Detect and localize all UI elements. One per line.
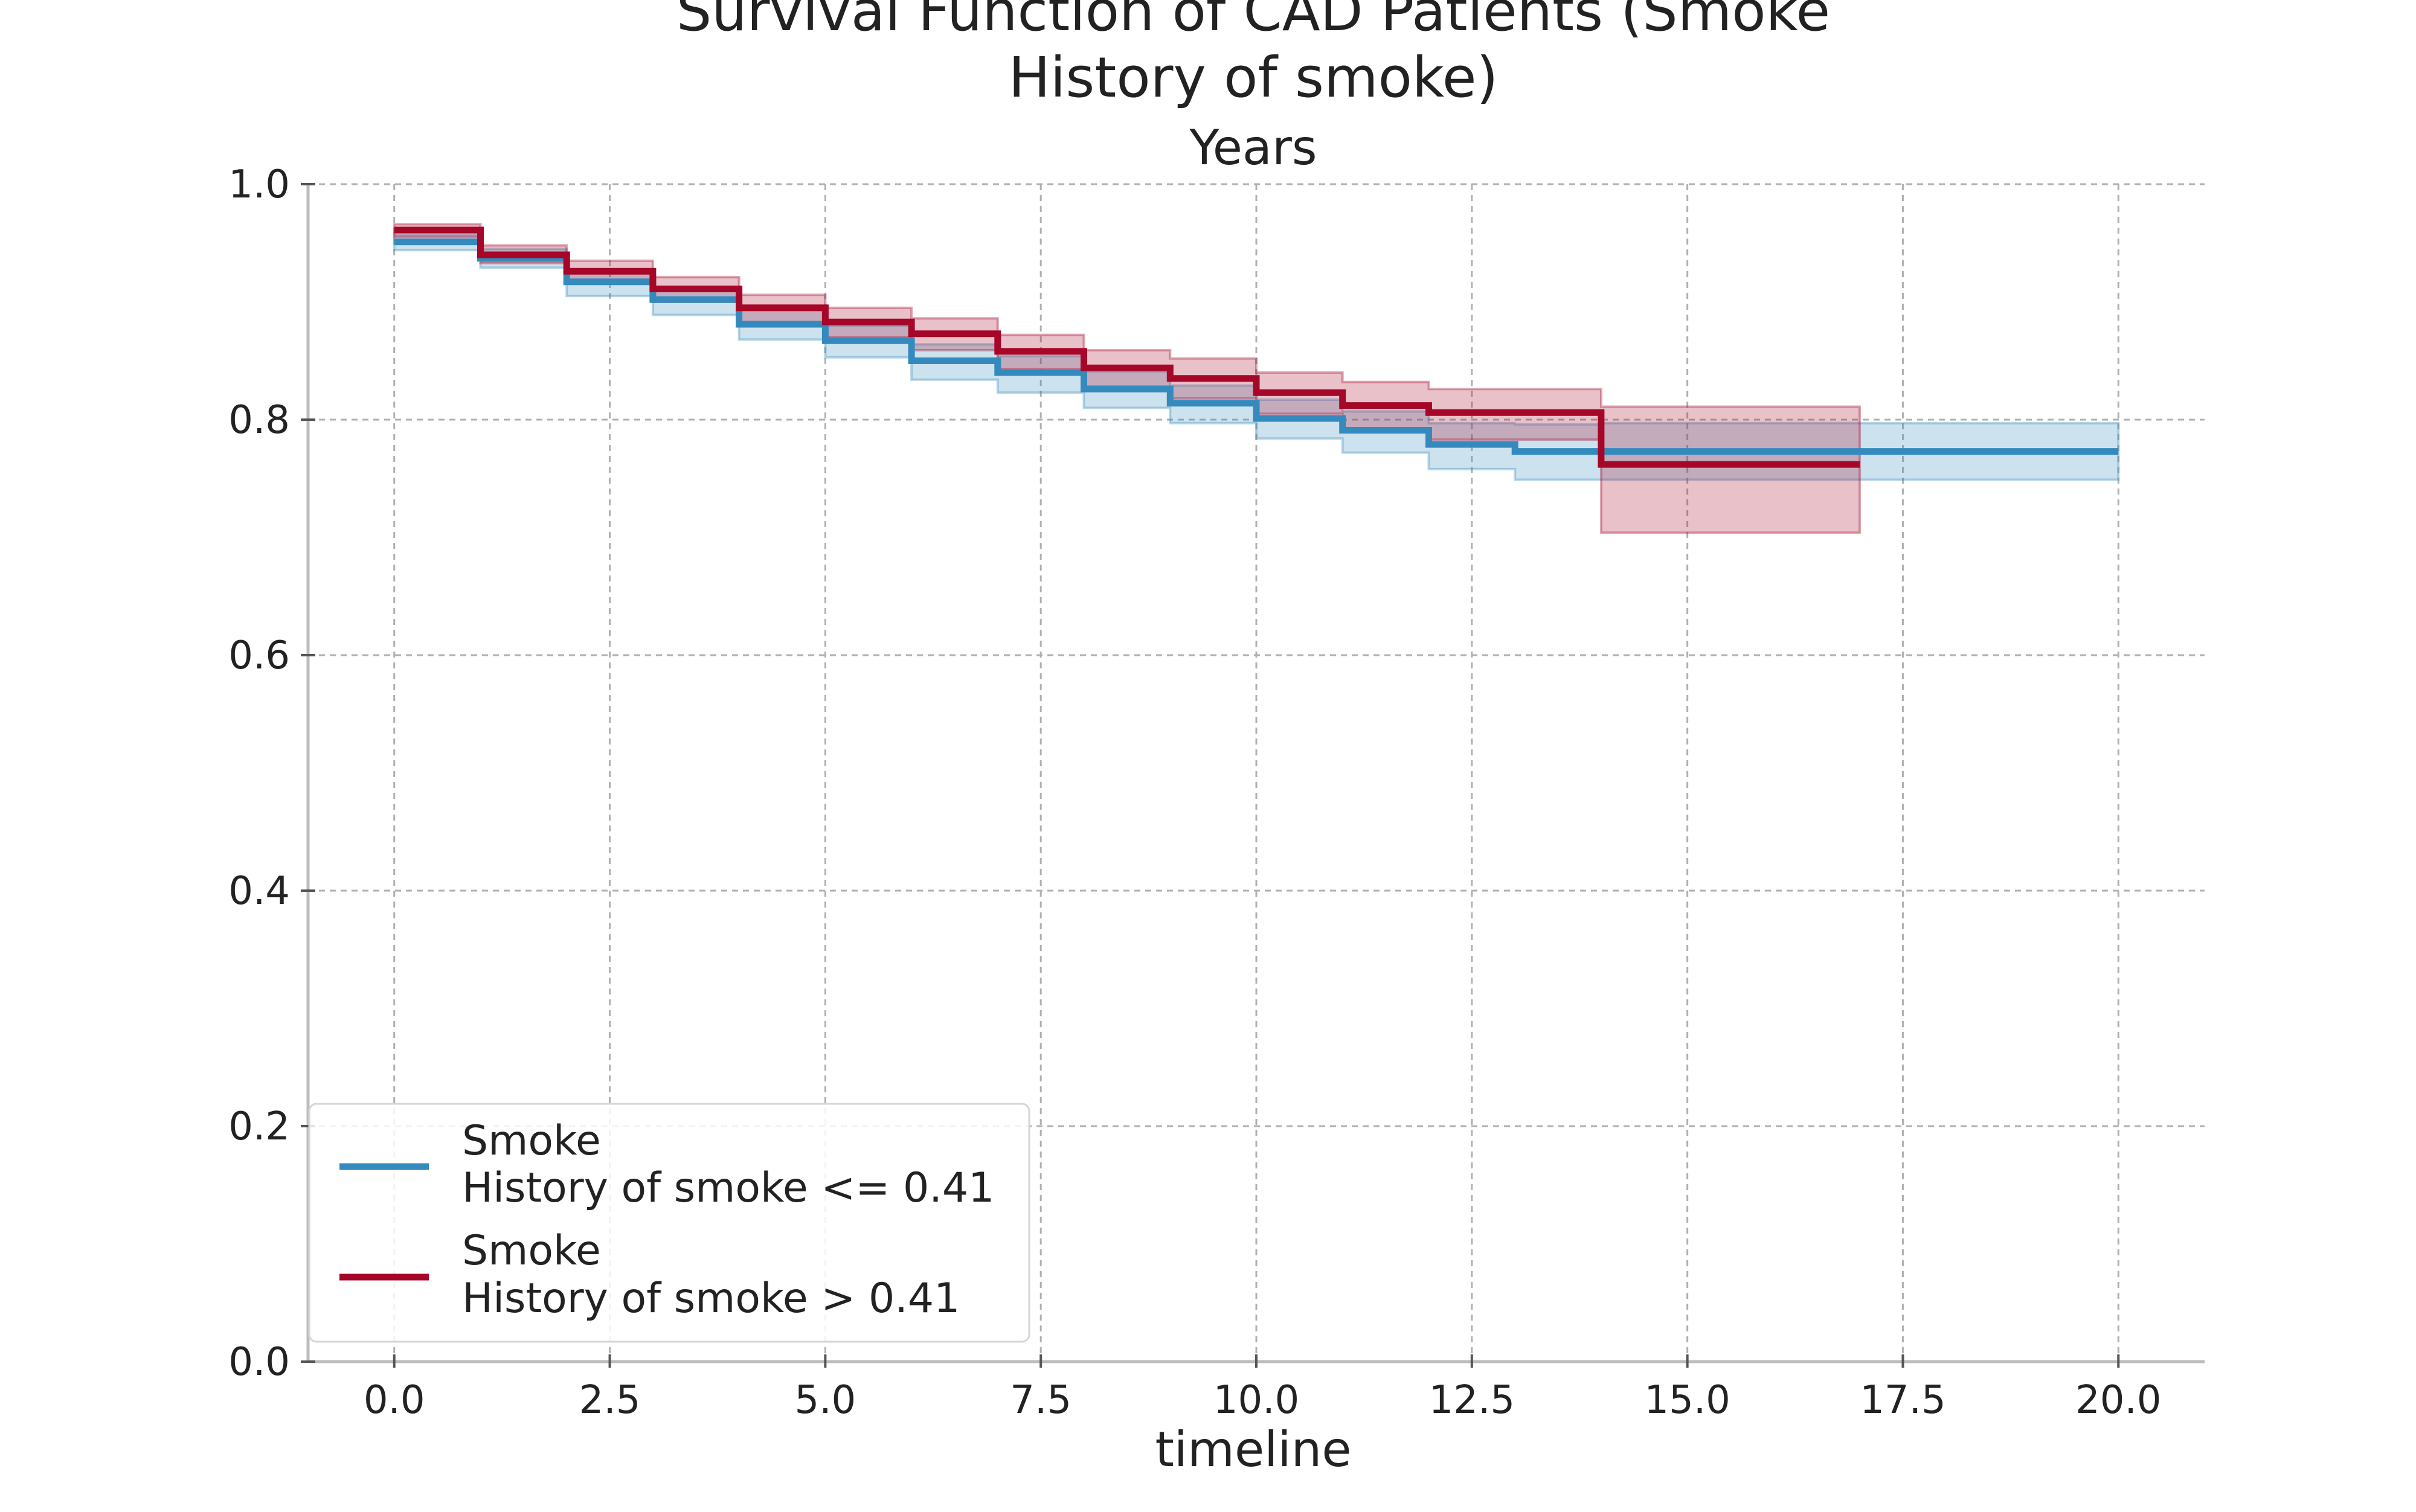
chart-title-line-2: History of smoke)	[1009, 45, 1499, 110]
chart-title-line-1: Survival Function of CAD Patients (Smoke	[676, 0, 1830, 43]
y-tick-label-0: 0.0	[228, 1340, 290, 1385]
survival-line-series-1	[394, 239, 2119, 455]
x-tick-label-7: 17.5	[1860, 1378, 1946, 1423]
y-tick-label-1: 0.2	[228, 1104, 290, 1149]
x-tick-label-0: 0.0	[364, 1378, 425, 1423]
legend-frame	[308, 1103, 1030, 1343]
legend: Smoke History of smoke <= 0.41 Smoke His…	[308, 1103, 1030, 1343]
y-tick-label-2: 0.4	[228, 869, 290, 914]
legend-label-series-1-line-2: History of smoke <= 0.41	[462, 1164, 994, 1212]
x-axis-label: timeline	[1155, 1421, 1351, 1478]
legend-label-series-1-line-1: Smoke	[462, 1117, 601, 1165]
x-tick-label-8: 20.0	[2075, 1378, 2162, 1423]
x-ticks: 0.0 2.5 5.0 7.5 10.0 12.5 15.0 17.5 20.0	[364, 1354, 2162, 1423]
chart-subtitle: Years	[1189, 120, 1317, 176]
x-tick-label-2: 5.0	[794, 1378, 856, 1423]
x-tick-label-3: 7.5	[1010, 1378, 1071, 1423]
legend-label-series-2-line-2: History of smoke > 0.41	[462, 1275, 960, 1322]
survival-line-series-2	[394, 226, 1860, 468]
y-tick-label-4: 0.8	[228, 398, 290, 443]
x-tick-label-6: 15.0	[1644, 1378, 1730, 1423]
x-tick-label-4: 10.0	[1213, 1378, 1300, 1423]
x-tick-label-1: 2.5	[579, 1378, 641, 1423]
x-tick-label-5: 12.5	[1429, 1378, 1515, 1423]
legend-label-series-2-line-1: Smoke	[462, 1227, 601, 1275]
y-ticks: 0.0 0.2 0.4 0.6 0.8 1.0	[228, 162, 315, 1385]
y-tick-label-5: 1.0	[228, 162, 290, 207]
y-tick-label-3: 0.6	[228, 633, 290, 678]
survival-lines	[394, 226, 2119, 468]
